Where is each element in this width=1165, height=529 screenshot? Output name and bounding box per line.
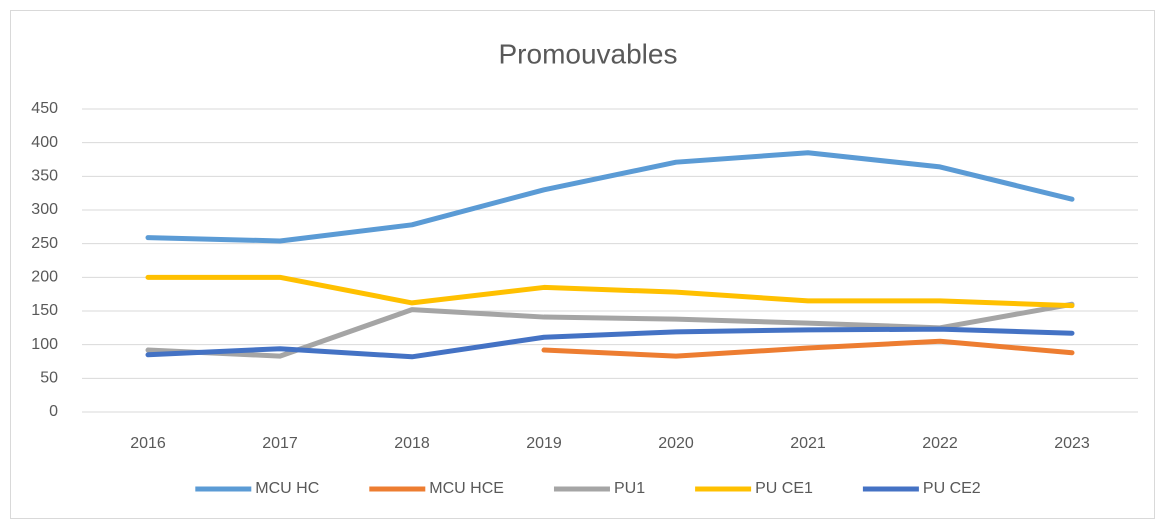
x-tick-label: 2017 — [262, 435, 298, 452]
x-tick-label: 2016 — [130, 435, 166, 452]
series-line — [145, 150, 1075, 244]
x-tick-label: 2022 — [922, 435, 958, 452]
legend-label: PU CE2 — [923, 480, 981, 497]
legend-label: MCU HCE — [429, 480, 504, 497]
legend-label: MCU HC — [255, 480, 319, 497]
series-line — [541, 338, 1075, 359]
series-line — [145, 326, 1075, 360]
series-line — [145, 274, 1075, 309]
y-tick-label: 100 — [31, 336, 58, 353]
y-tick-label: 0 — [49, 403, 58, 420]
legend-label: PU CE1 — [755, 480, 813, 497]
x-tick-label: 2019 — [526, 435, 562, 452]
x-tick-label: 2021 — [790, 435, 826, 452]
chart-title: Promouvables — [499, 38, 678, 69]
x-tick-label: 2020 — [658, 435, 694, 452]
y-tick-label: 200 — [31, 269, 58, 286]
x-tick-label: 2018 — [394, 435, 430, 452]
legend-label: PU1 — [614, 480, 645, 497]
x-tick-label: 2023 — [1054, 435, 1090, 452]
y-tick-label: 250 — [31, 235, 58, 252]
y-tick-label: 350 — [31, 168, 58, 185]
y-tick-label: 400 — [31, 134, 58, 151]
y-tick-label: 150 — [31, 302, 58, 319]
y-tick-label: 300 — [31, 201, 58, 218]
chart-border — [10, 10, 1155, 519]
y-tick-label: 450 — [31, 100, 58, 117]
y-tick-label: 50 — [40, 370, 58, 387]
